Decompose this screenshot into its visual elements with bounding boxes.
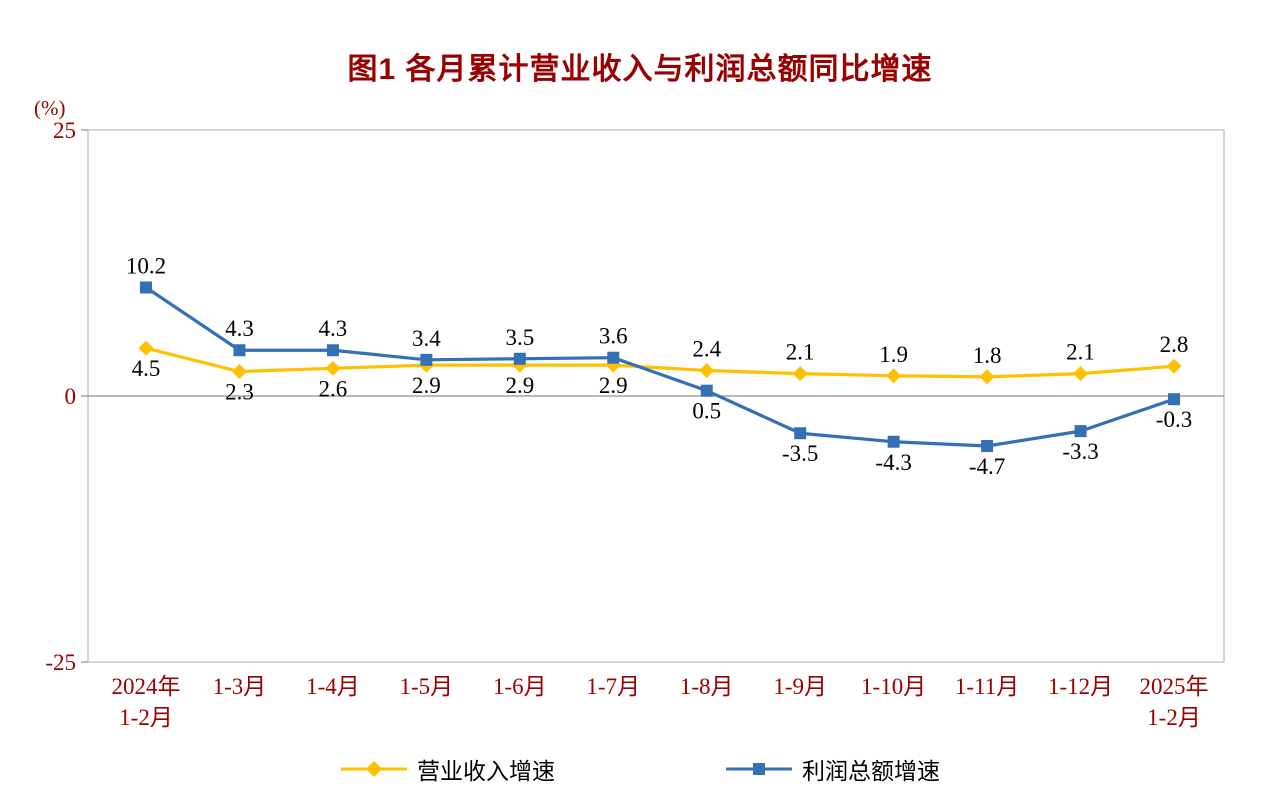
data-point-diamond [138, 340, 154, 356]
data-point-diamond [231, 364, 247, 380]
data-label: 1.8 [973, 343, 1002, 368]
legend-item-revenue: 营业收入增速 [340, 752, 555, 786]
data-label: 2.9 [505, 373, 534, 398]
y-axis-tick-label: 0 [65, 384, 77, 409]
data-label: 3.6 [599, 324, 628, 349]
data-label: 10.2 [126, 253, 166, 278]
x-axis-tick-label: 1-8月 [680, 674, 734, 699]
data-label: 2.6 [319, 376, 348, 401]
y-axis-tick-label: 25 [53, 118, 76, 143]
data-label: 1.9 [879, 342, 908, 367]
x-axis-tick-label: 2025年 1-2月 [1140, 674, 1209, 730]
data-label: 4.5 [132, 356, 161, 381]
data-point-square [794, 427, 807, 440]
chart-legend: 营业收入增速 利润总额增速 [0, 752, 1280, 786]
data-label: 2.4 [692, 336, 721, 361]
data-point-diamond [1166, 358, 1182, 374]
data-point-square [607, 351, 620, 364]
data-point-diamond [699, 362, 715, 378]
chart-title: 图1 各月累计营业收入与利润总额同比增速 [347, 53, 933, 86]
data-point-square [233, 344, 246, 357]
square-marker-icon [753, 763, 765, 775]
data-point-diamond [1073, 366, 1089, 382]
data-label: -0.3 [1156, 407, 1192, 432]
data-label: 2.1 [1066, 340, 1095, 365]
data-point-square [326, 344, 339, 357]
series-line-1 [145, 286, 1175, 448]
data-point-square [887, 435, 900, 448]
data-point-diamond [325, 360, 341, 376]
data-point-diamond [979, 369, 995, 385]
chart-plot-area: 25 0 -25 2024年 1-2月 1-3月 1-4月 1-5月 1-6月 1-7月 1-8月 1… [45, 118, 1225, 730]
data-point-diamond [886, 368, 902, 384]
data-point-square [420, 353, 433, 366]
x-axis-tick-label: 1-6月 [493, 674, 547, 699]
x-axis-tick-label: 1-5月 [400, 674, 454, 699]
data-label: 4.3 [319, 316, 348, 341]
x-axis-tick-label: 1-10月 [861, 674, 926, 699]
data-label: 0.5 [692, 399, 721, 424]
x-axis-tick-label: 1-11月 [955, 674, 1019, 699]
data-label: 4.3 [225, 316, 254, 341]
data-label: 2.1 [786, 340, 815, 365]
legend-marker-revenue [341, 761, 407, 777]
series-line-0 [145, 346, 1175, 379]
x-axis-tick-label: 1-12月 [1048, 674, 1113, 699]
y-axis-unit-label: (%) [34, 96, 66, 120]
data-label: -3.5 [782, 441, 818, 466]
legend-label-profit: 利润总额增速 [802, 759, 940, 784]
x-axis-tick-label: 1-7月 [586, 674, 640, 699]
legend-marker-profit [726, 763, 792, 775]
data-point-square [981, 440, 994, 453]
data-point-square [1168, 393, 1180, 406]
data-point-square [1074, 425, 1087, 438]
data-label: 3.4 [412, 326, 441, 351]
x-axis-tick-label: 1-9月 [773, 674, 827, 699]
diamond-marker-icon [366, 761, 382, 777]
data-point-square [513, 352, 526, 365]
data-label: -3.3 [1062, 439, 1098, 464]
legend-label-revenue: 营业收入增速 [417, 759, 555, 784]
data-label: 2.9 [412, 373, 441, 398]
legend-item-profit: 利润总额增速 [725, 752, 940, 786]
data-label: 2.3 [225, 380, 254, 405]
x-axis-tick-label: 1-3月 [213, 674, 267, 699]
data-point-square [140, 281, 152, 294]
data-label: -4.7 [969, 454, 1005, 479]
x-axis-tick-label: 2024年 1-2月 [112, 674, 181, 730]
y-axis-tick-label: -25 [45, 650, 76, 675]
data-point-diamond [792, 366, 808, 382]
data-point-square [700, 384, 713, 397]
data-label: -4.3 [875, 450, 911, 475]
data-label: 2.9 [599, 373, 628, 398]
data-label: 3.5 [505, 325, 534, 350]
data-label: 2.8 [1160, 332, 1189, 357]
x-axis-tick-label: 1-4月 [306, 674, 360, 699]
